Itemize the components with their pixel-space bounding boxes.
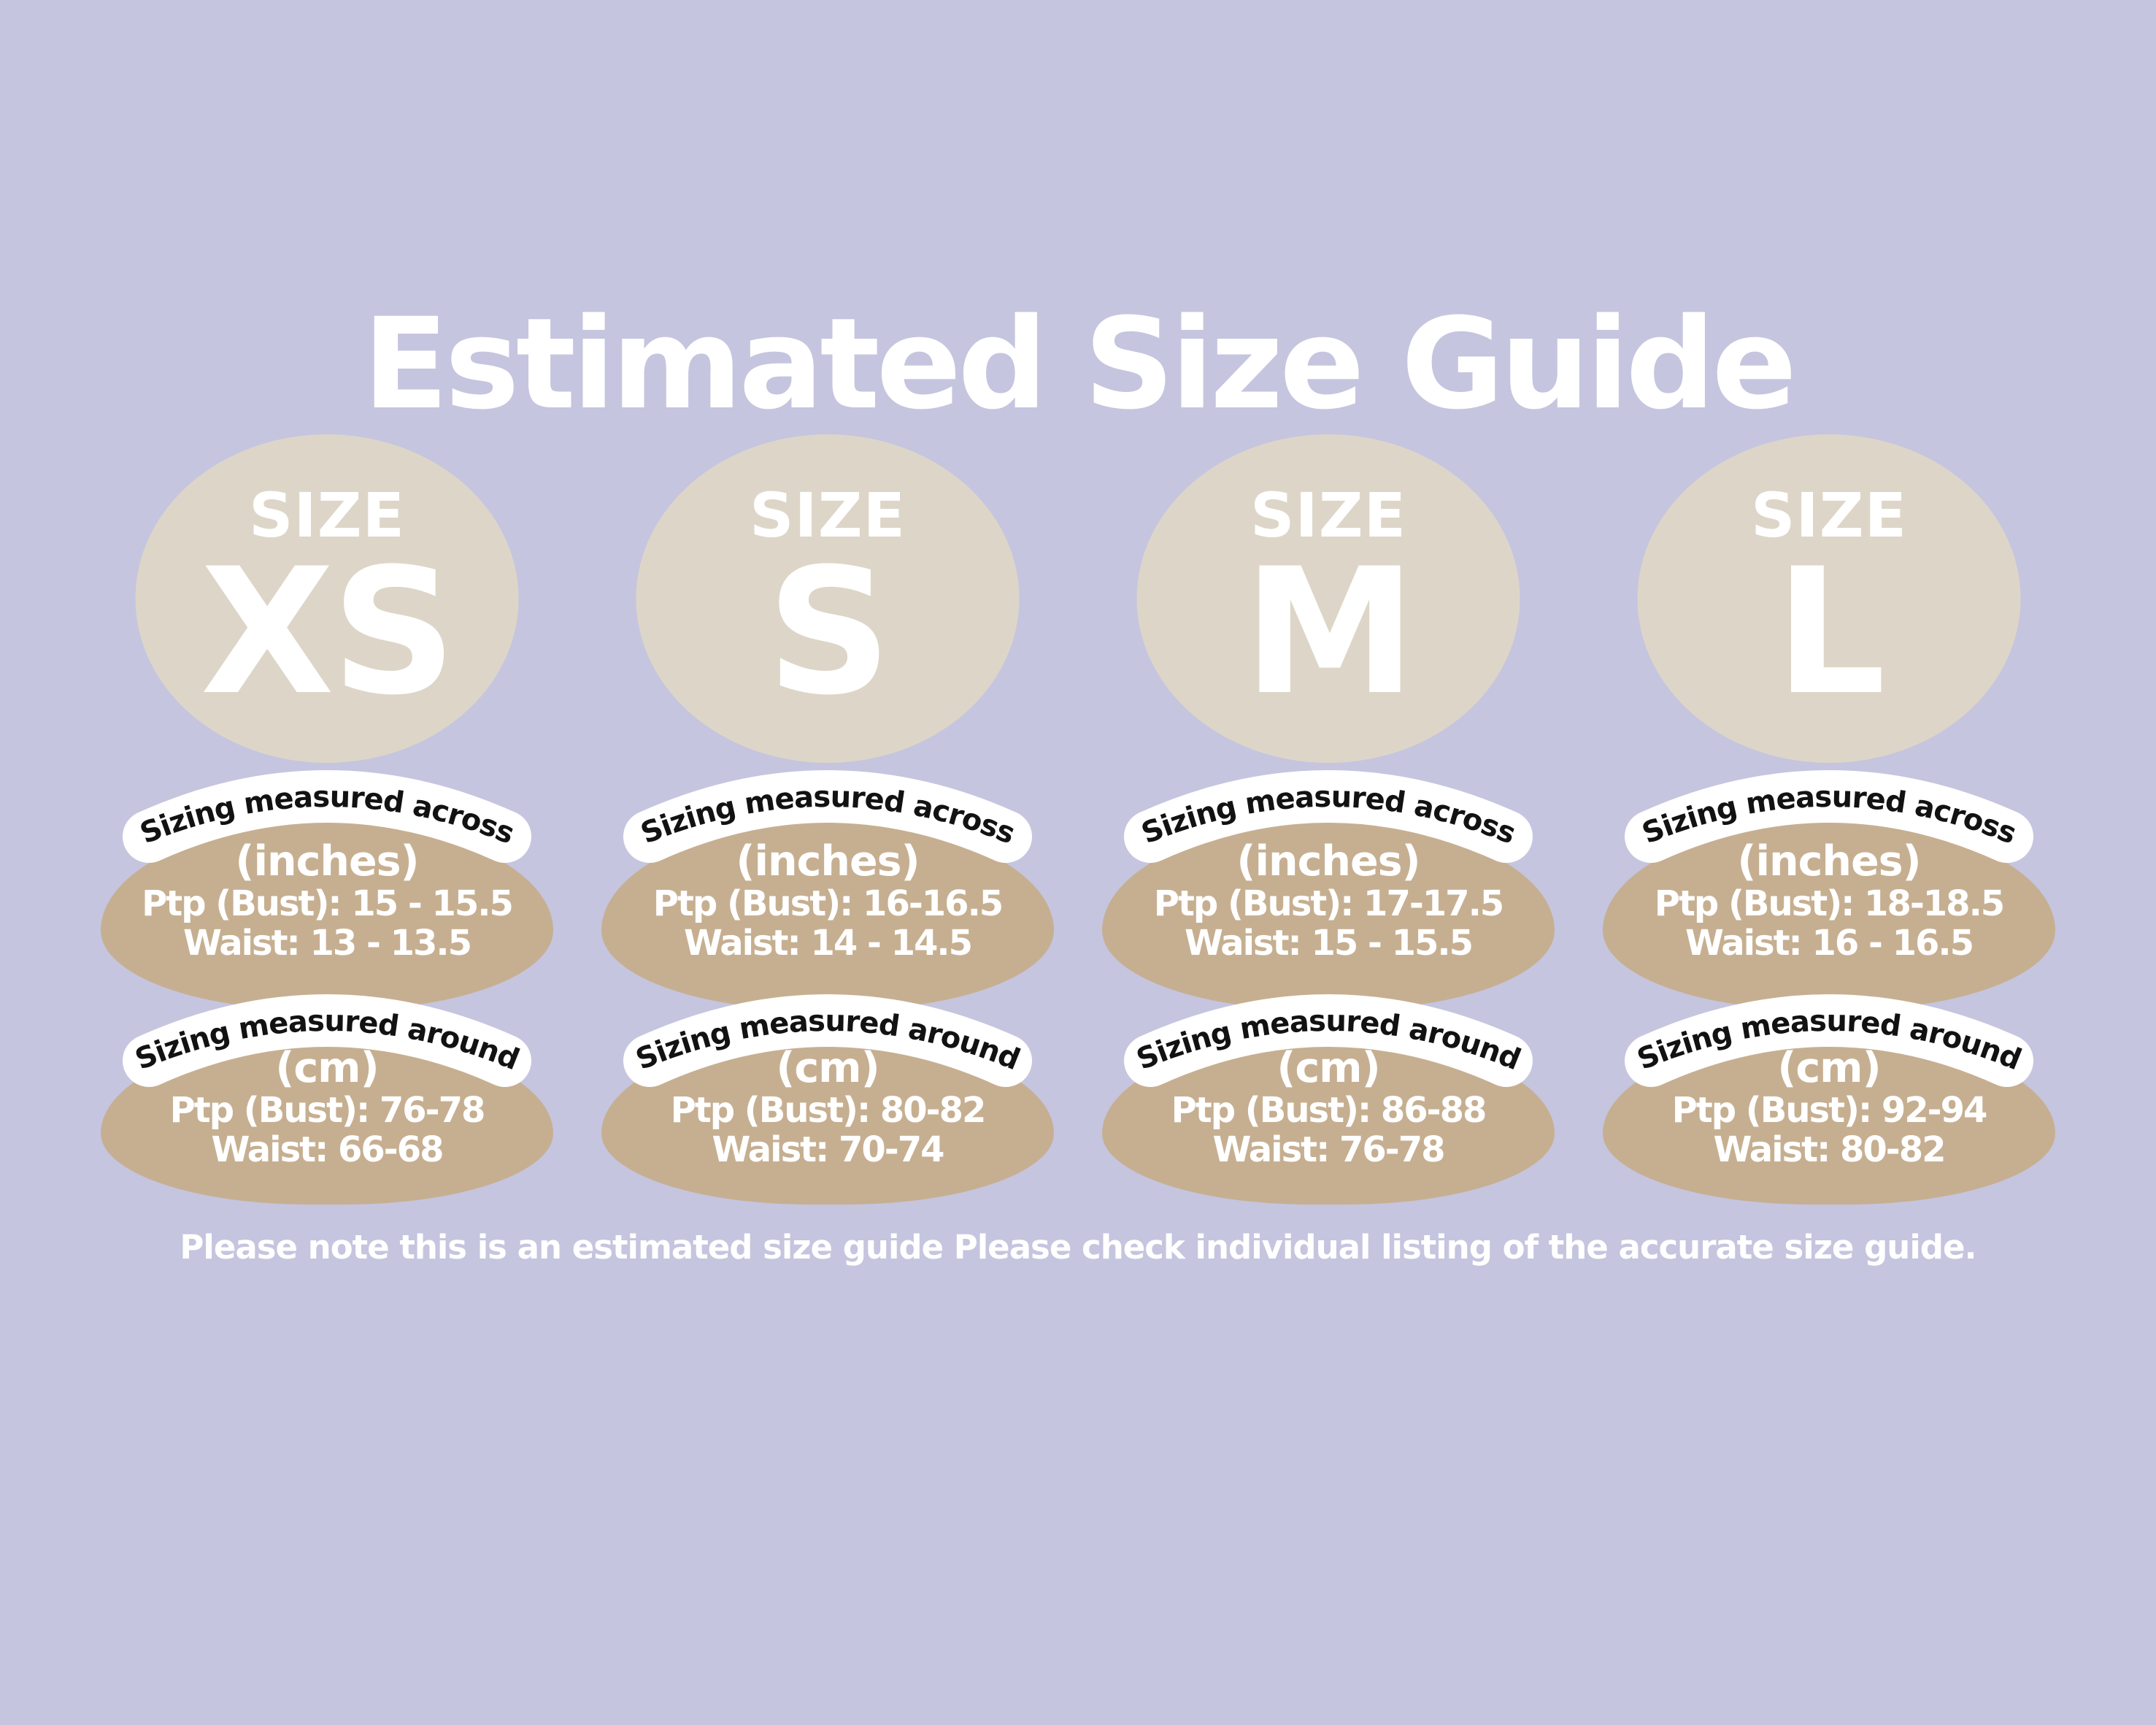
size-code: L bbox=[1775, 531, 1886, 734]
unit-label-inches: (inches) bbox=[235, 837, 419, 885]
size-column-xs: SIZE XS Sizing measured across (inches) … bbox=[90, 423, 564, 1221]
waist-row-cm: Waist: 80-82 bbox=[1713, 1129, 1946, 1171]
waist-row-cm: Waist: 66-68 bbox=[211, 1129, 444, 1171]
size-label: SIZE bbox=[248, 479, 406, 551]
unit-label-inches: (inches) bbox=[1236, 837, 1420, 885]
banner-around: Sizing measured around bbox=[1625, 994, 2033, 1087]
bust-row-inches: Ptp (Bust): 15 - 15.5 bbox=[142, 883, 514, 924]
size-label: SIZE bbox=[1750, 479, 1908, 551]
banner-across: Sizing measured across bbox=[1124, 770, 1533, 863]
bust-row-cm: Ptp (Bust): 76-78 bbox=[169, 1089, 486, 1131]
inches-blob: (inches) Ptp (Bust): 15 - 15.5 Waist: 13… bbox=[101, 821, 553, 1010]
size-code: XS bbox=[200, 531, 457, 734]
size-column-s: SIZE S Sizing measured across (inches) P… bbox=[590, 423, 1065, 1221]
size-label: SIZE bbox=[1250, 479, 1407, 551]
size-column-m: SIZE M Sizing measured across (inches) P… bbox=[1091, 423, 1566, 1221]
banner-around: Sizing measured around bbox=[623, 994, 1032, 1087]
size-columns: SIZE XS Sizing measured across (inches) … bbox=[0, 423, 2156, 1221]
banner-across: Sizing measured across bbox=[1625, 770, 2033, 863]
waist-row-inches: Waist: 15 - 15.5 bbox=[1184, 923, 1474, 964]
bust-row-cm: Ptp (Bust): 92-94 bbox=[1671, 1089, 1988, 1131]
banner-across: Sizing measured across bbox=[623, 770, 1032, 863]
bust-row-inches: Ptp (Bust): 17-17.5 bbox=[1153, 883, 1504, 924]
banner-band bbox=[1625, 994, 2033, 1087]
bust-row-cm: Ptp (Bust): 80-82 bbox=[670, 1089, 987, 1131]
bust-row-cm: Ptp (Bust): 86-88 bbox=[1171, 1089, 1487, 1131]
banner-around: Sizing measured around bbox=[1124, 994, 1533, 1087]
waist-row-cm: Waist: 76-78 bbox=[1212, 1129, 1445, 1171]
unit-label-cm: (cm) bbox=[776, 1044, 879, 1092]
page-title: Estimated Size Guide bbox=[362, 291, 1797, 437]
size-circle: SIZE XS bbox=[135, 434, 519, 763]
waist-row-inches: Waist: 14 - 14.5 bbox=[683, 923, 973, 964]
banner-band bbox=[123, 770, 531, 863]
size-column-l: SIZE L Sizing measured across (inches) P… bbox=[1592, 423, 2066, 1221]
banner-across: Sizing measured across bbox=[123, 770, 531, 863]
size-label: SIZE bbox=[749, 479, 906, 551]
unit-label-cm: (cm) bbox=[1777, 1044, 1881, 1092]
waist-row-inches: Waist: 16 - 16.5 bbox=[1685, 923, 1974, 964]
footer-note: Please note this is an estimated size gu… bbox=[180, 1228, 1976, 1267]
banner-band bbox=[1625, 770, 2033, 863]
unit-label-cm: (cm) bbox=[275, 1044, 379, 1092]
waist-row-inches: Waist: 13 - 13.5 bbox=[182, 923, 472, 964]
size-code: M bbox=[1243, 531, 1417, 734]
banner-band bbox=[1124, 994, 1533, 1087]
bust-row-inches: Ptp (Bust): 18-18.5 bbox=[1654, 883, 2005, 924]
unit-label-inches: (inches) bbox=[736, 837, 920, 885]
banner-around: Sizing measured around bbox=[123, 994, 531, 1087]
banner-band bbox=[1124, 770, 1533, 863]
waist-row-cm: Waist: 70-74 bbox=[712, 1129, 944, 1171]
bust-row-inches: Ptp (Bust): 16-16.5 bbox=[652, 883, 1004, 924]
size-code: S bbox=[766, 531, 891, 734]
unit-label-cm: (cm) bbox=[1277, 1044, 1380, 1092]
banner-band bbox=[623, 994, 1032, 1087]
banner-band bbox=[623, 770, 1032, 863]
size-circle: SIZE M bbox=[1136, 434, 1520, 763]
size-circle: SIZE S bbox=[636, 434, 1020, 763]
banner-band bbox=[123, 994, 531, 1087]
size-circle: SIZE L bbox=[1637, 434, 2021, 763]
unit-label-inches: (inches) bbox=[1737, 837, 1921, 885]
